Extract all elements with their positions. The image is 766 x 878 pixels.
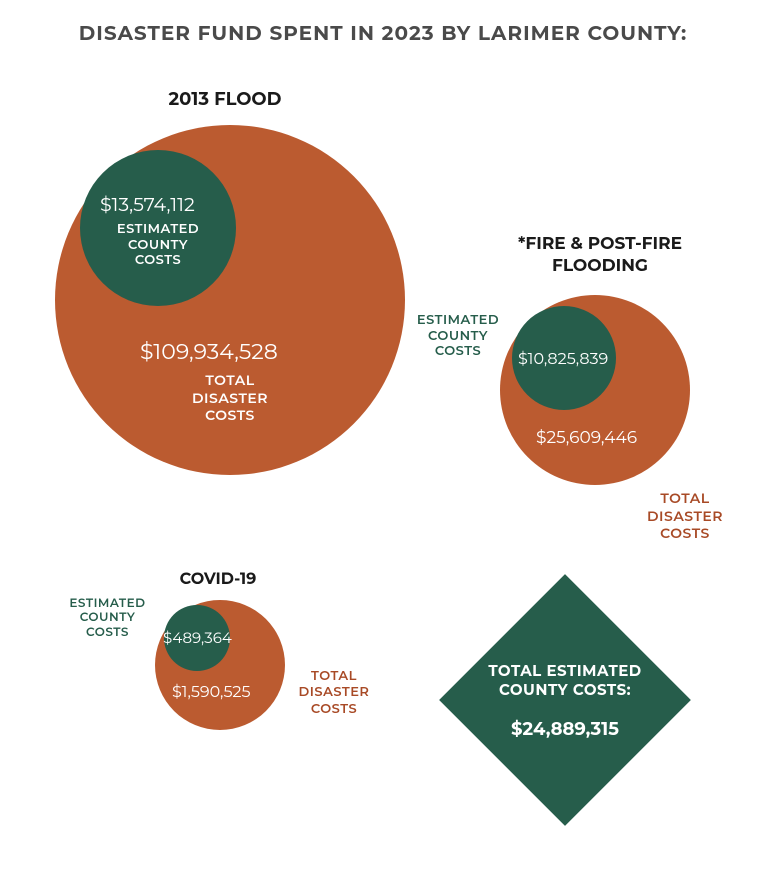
covid-county-amount: $489,364 bbox=[163, 628, 232, 647]
flood-total-label: TOTAL DISASTER COSTS bbox=[180, 372, 280, 425]
summary-amount: $24,889,315 bbox=[511, 718, 619, 740]
summary-label: TOTAL ESTIMATED COUNTY COSTS: bbox=[480, 661, 650, 700]
covid-total-label: TOTAL DISASTER COSTS bbox=[293, 668, 375, 717]
flood-total-amount: $109,934,528 bbox=[140, 338, 278, 365]
covid-title: COVID-19 bbox=[158, 570, 278, 589]
fire-title: *FIRE & POST-FIRE FLOODING bbox=[495, 233, 705, 277]
fire-total-label: TOTAL DISASTER COSTS bbox=[640, 490, 730, 543]
fire-county-label: ESTIMATED COUNTY COSTS bbox=[413, 313, 503, 360]
fire-total-amount: $25,609,446 bbox=[536, 428, 637, 448]
fire-county-amount: $10,825,839 bbox=[518, 350, 608, 369]
page-title: DISASTER FUND SPENT IN 2023 BY LARIMER C… bbox=[0, 22, 766, 46]
summary-diamond: TOTAL ESTIMATED COUNTY COSTS: $24,889,31… bbox=[439, 574, 691, 826]
covid-total-amount: $1,590,525 bbox=[172, 683, 251, 702]
flood-title: 2013 FLOOD bbox=[145, 88, 305, 110]
covid-county-label: ESTIMATED COUNTY COSTS bbox=[65, 597, 150, 640]
flood-county-label: ESTIMATED COUNTY COSTS bbox=[113, 222, 203, 269]
flood-county-amount: $13,574,112 bbox=[100, 193, 195, 216]
